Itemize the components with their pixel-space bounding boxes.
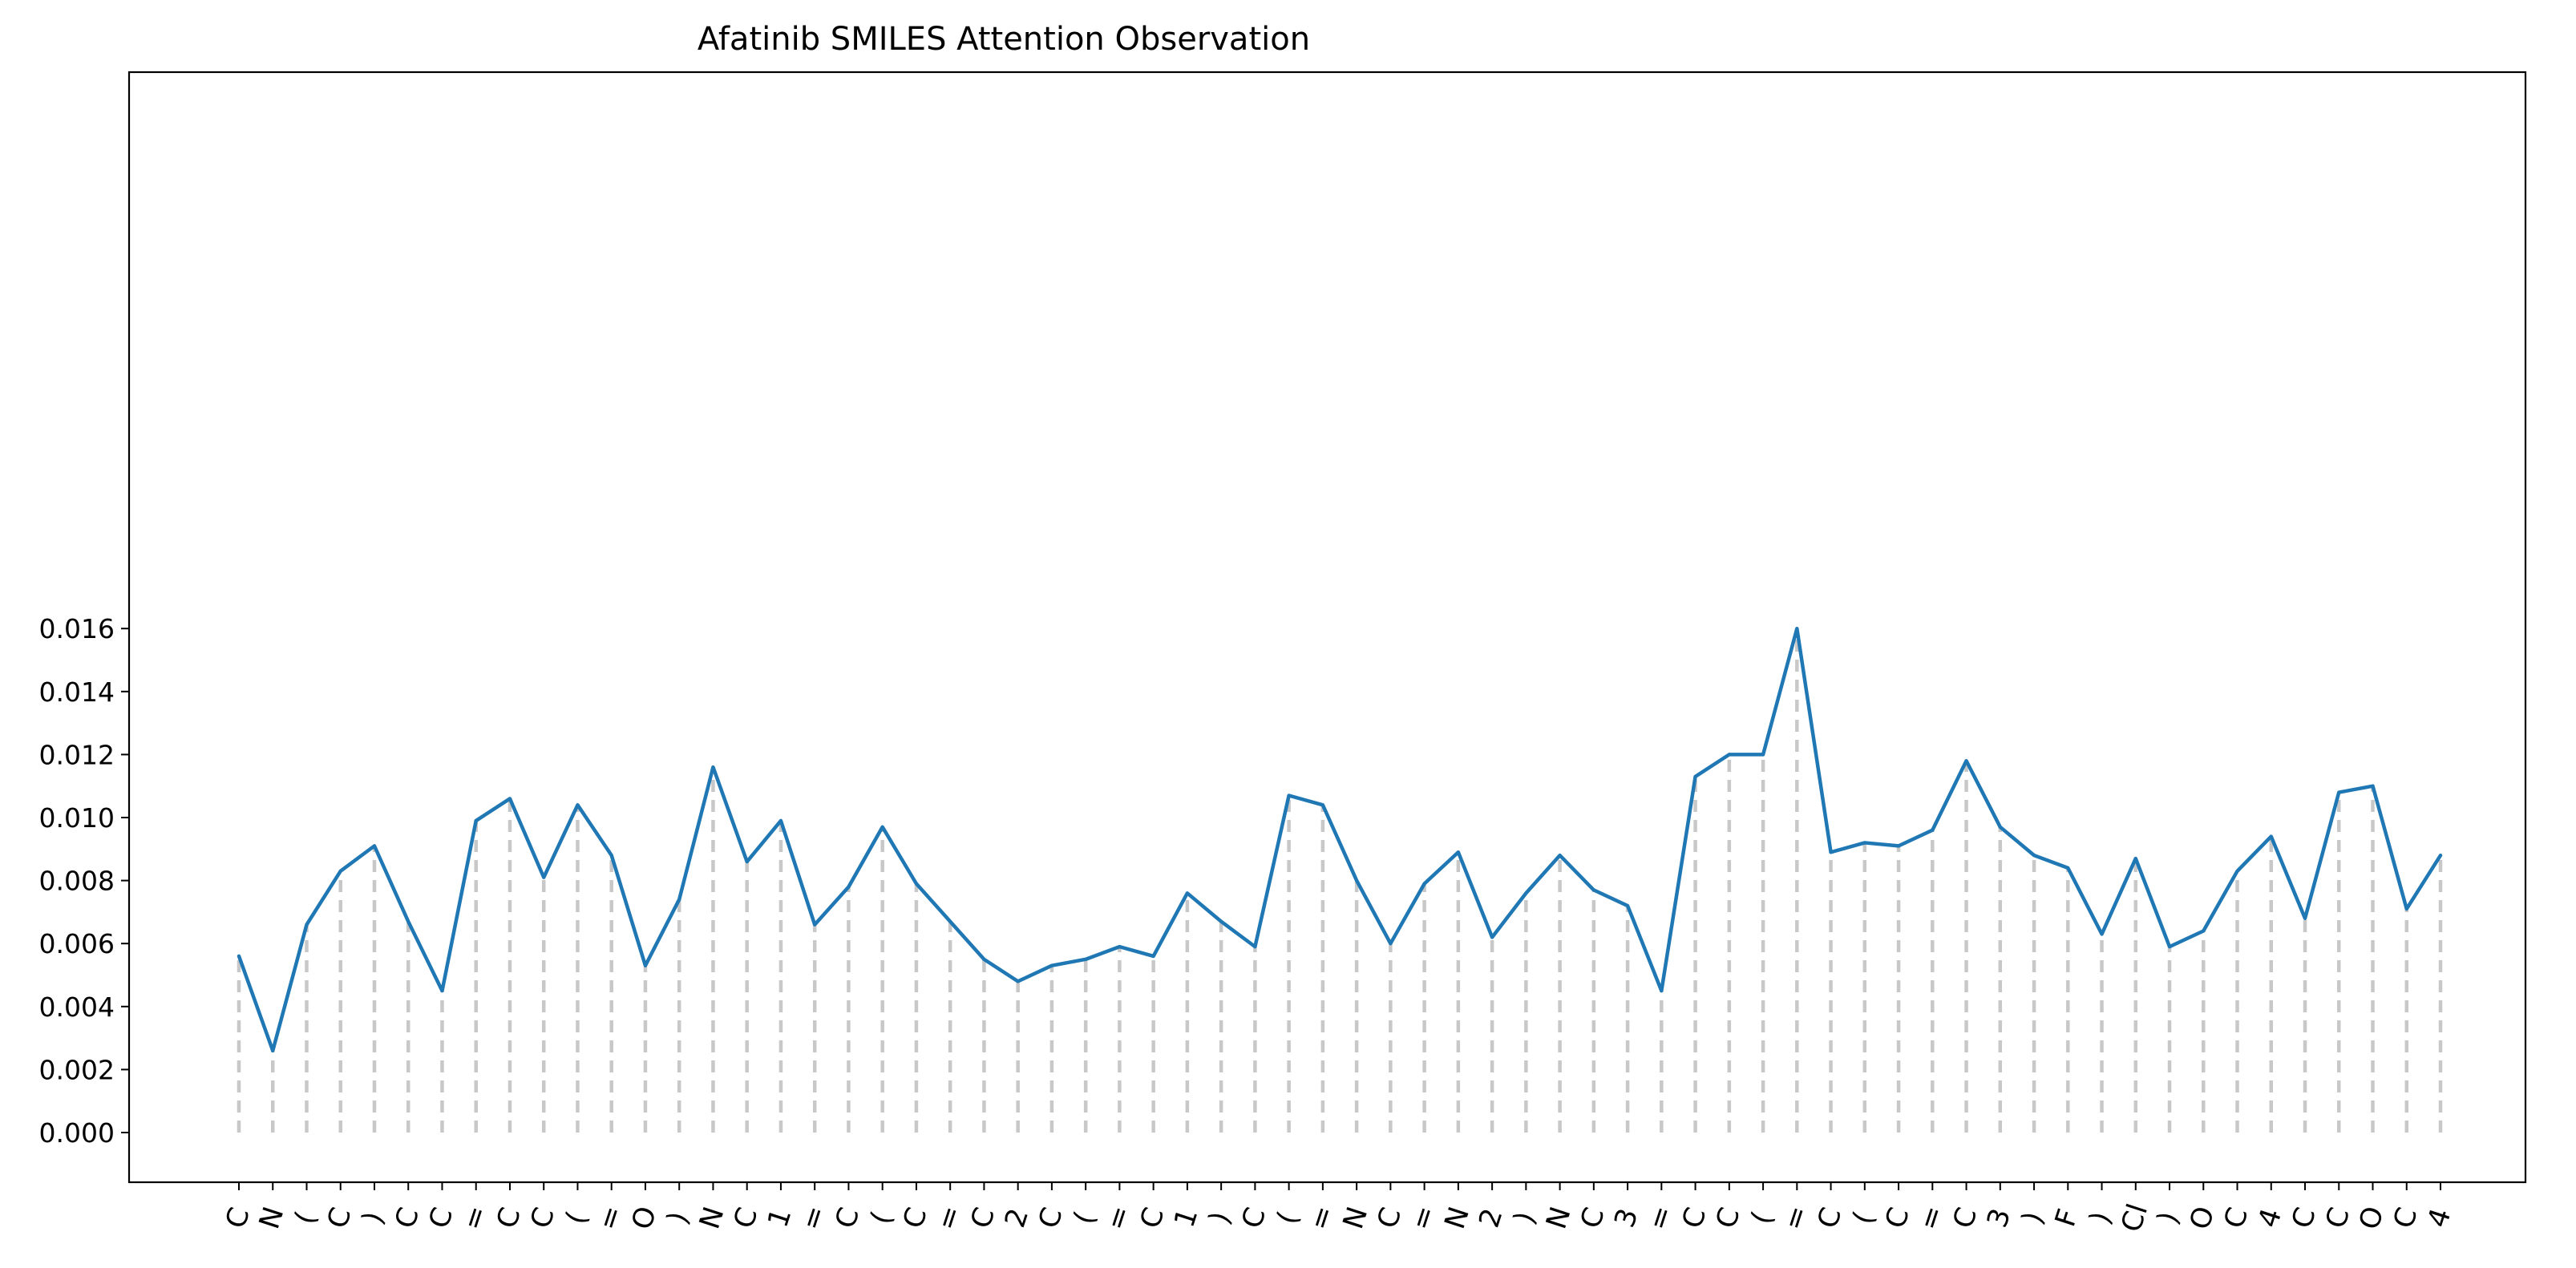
x-tick-label: O [2353,1202,2391,1234]
x-tick-label: C [220,1204,257,1233]
x-tick-label: ( [865,1208,899,1228]
x-tick-label: ( [1847,1208,1881,1228]
x-tick-label: ) [1508,1208,1542,1228]
x-tick-label: C [2320,1204,2357,1233]
x-tick-label: C [321,1204,358,1233]
x-tick-label: = [1777,1202,1815,1234]
x-tick-label: ) [357,1208,390,1228]
stem-lines [237,628,2443,1133]
x-tick-label: Cl [2116,1200,2155,1236]
x-tick-label: C [830,1204,867,1233]
x-tick-label: ) [661,1208,695,1228]
x-tick-label: N [694,1203,730,1233]
x-tick-label: 4 [2252,1205,2288,1232]
x-tick-label: ) [2084,1208,2117,1228]
x-tick-label: 1 [762,1205,799,1232]
x-tick-label: 3 [1609,1205,1645,1232]
y-tick-label: 0.004 [39,991,115,1023]
x-tick-label: C [728,1204,765,1233]
x-tick-label: C [2286,1204,2323,1233]
y-tick-label: 0.016 [39,613,115,644]
y-axis: 0.000 0.002 0.004 0.006 0.008 0.010 0.012 0.014… [39,613,129,1149]
y-tick-label: 0.012 [39,739,115,770]
x-tick-label: O [626,1202,664,1234]
x-tick-label: C [389,1204,426,1233]
x-tick-label: 1 [1168,1205,1204,1232]
x-tick-label: ( [1745,1208,1779,1228]
x-tick-label: = [1913,1202,1951,1234]
x-tick-label: = [795,1202,833,1234]
x-tick-label: ( [289,1208,322,1228]
chart-title: Afatinib SMILES Attention Observation [698,21,1310,58]
x-tick-label: = [1100,1202,1138,1234]
x-tick-label: C [1134,1204,1171,1233]
x-tick-label: C [2218,1204,2255,1233]
x-tick-label: N [1541,1203,1578,1233]
x-tick-label: N [1337,1203,1374,1233]
x-tick-label: ) [2016,1208,2050,1228]
y-tick-label: 0.008 [39,866,115,897]
x-tick-label: N [1439,1203,1476,1233]
x-tick-label: = [931,1202,969,1234]
x-tick-label: C [2388,1204,2424,1233]
x-tick-label: ( [1068,1208,1102,1228]
x-tick-label: = [1405,1202,1442,1234]
x-tick-label: C [524,1204,561,1233]
x-tick-label: = [456,1202,494,1234]
x-tick-label: C [897,1204,934,1233]
x-tick-label: 2 [999,1205,1035,1232]
x-tick-label: C [491,1204,528,1233]
y-tick-label: 0.006 [39,928,115,959]
x-tick-label: C [1575,1204,1612,1233]
x-tick-label: C [1879,1204,1916,1233]
x-tick-label: N [253,1203,290,1233]
x-tick-label: 3 [1981,1205,2017,1232]
x-tick-label: C [1812,1204,1849,1233]
x-tick-label: C [1947,1204,1984,1233]
x-tick-label: ) [1203,1208,1237,1228]
x-tick-label: C [1236,1204,1273,1233]
y-tick-label: 0.010 [39,802,115,834]
y-tick-label: 0.000 [39,1117,115,1149]
x-tick-label: C [1033,1204,1070,1233]
x-tick-label: C [1710,1204,1747,1233]
x-tick-label: C [1372,1204,1409,1233]
series-line [237,626,2443,1053]
x-tick-label: O [2184,1202,2222,1234]
y-tick-label: 0.014 [39,676,115,708]
y-tick-label: 0.002 [39,1054,115,1085]
x-tick-label: F [2049,1205,2085,1231]
x-tick-label: ( [1272,1208,1305,1228]
plot-area-frame [127,71,2527,1184]
x-tick-label: = [592,1202,629,1234]
x-tick-label: ) [2152,1208,2186,1228]
x-tick-label: C [965,1204,1002,1233]
x-tick-label: 2 [1474,1205,1510,1232]
x-tick-label: 4 [2422,1205,2458,1232]
x-tick-label: = [1303,1202,1341,1234]
x-axis: CN(C)CC=CC(=O)NC1=C(C=C2C(=C1)C(=NC=N2)N… [220,1182,2458,1236]
x-tick-label: C [423,1204,460,1233]
x-tick-label: C [1676,1204,1713,1233]
x-tick-label: = [1642,1202,1680,1234]
x-tick-label: ( [560,1208,593,1228]
